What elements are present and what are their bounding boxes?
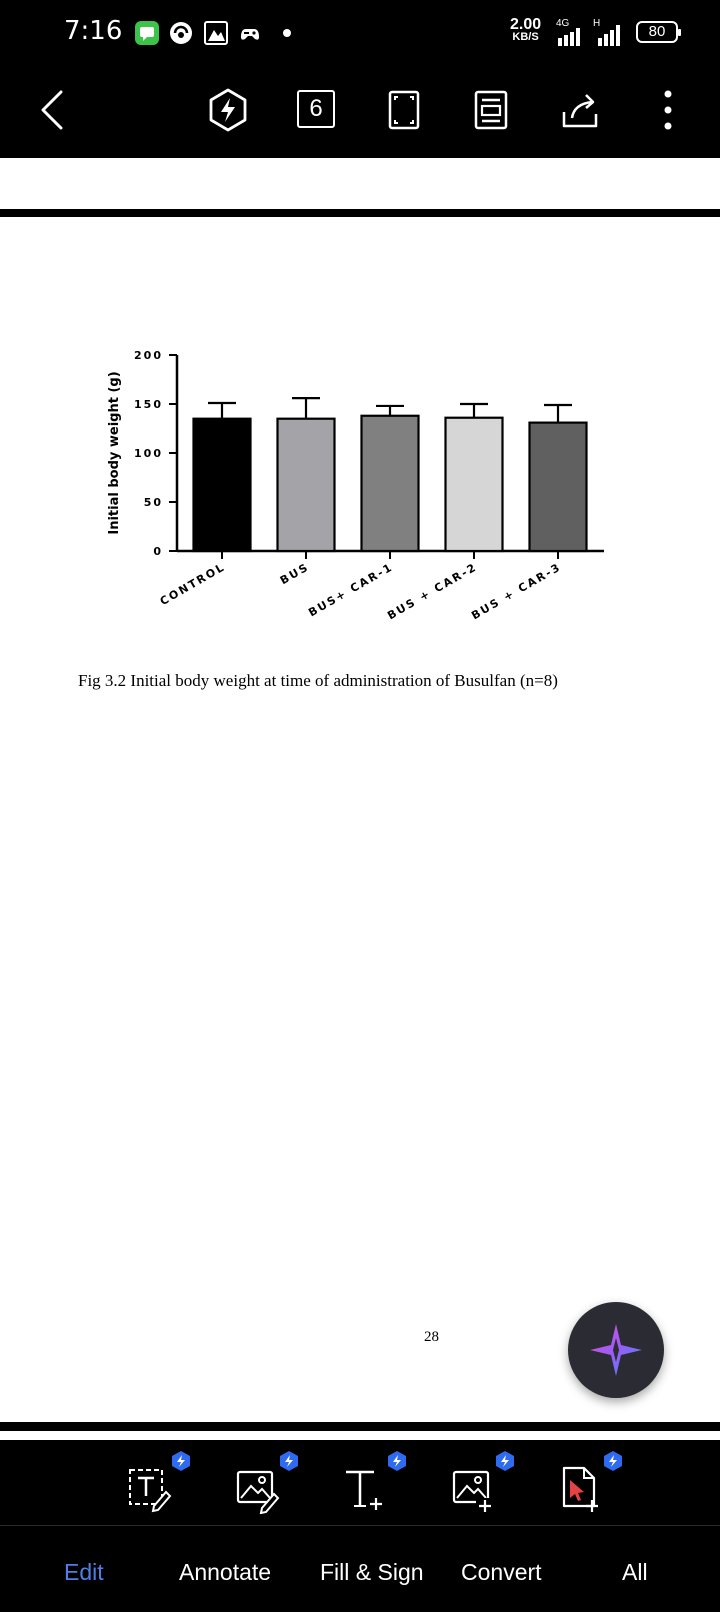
y-tick-label: 100 — [134, 447, 163, 460]
more-vertical-icon[interactable] — [644, 86, 692, 134]
bar — [192, 417, 252, 553]
back-chevron-icon[interactable] — [30, 86, 78, 134]
edit-image-icon — [236, 1470, 280, 1515]
ai-sparkle-icon — [590, 1324, 642, 1376]
ai-badge-icon — [388, 1451, 406, 1471]
ai-bolt-hexagon-icon[interactable] — [204, 86, 252, 134]
bar — [528, 421, 588, 553]
add-text-icon — [346, 1470, 382, 1510]
tab-all[interactable]: All — [622, 1559, 648, 1585]
pdf-page[interactable]: 0 50 100 150 200 Initial body weight (g) CONTR… — [0, 158, 720, 1440]
top-toolbar: 6 — [0, 66, 720, 158]
category-label: BUS+ CAR-1 — [306, 560, 395, 619]
category-label: CONTROL — [158, 560, 228, 608]
network-speed-value: 2.00 — [510, 16, 542, 33]
status-time: 7:16 — [64, 16, 123, 46]
bottom-tools-row — [0, 1440, 720, 1526]
figure-caption: Fig 3.2 Initial body weight at time of a… — [78, 671, 558, 690]
page-count-button[interactable]: 6 — [297, 90, 335, 128]
network-type: 4G — [556, 18, 570, 29]
page-number: 28 — [424, 1329, 439, 1345]
status-bar: 7:16 2.00 KB/S 4G H 80 — [0, 0, 720, 66]
tab-fill-sign[interactable]: Fill & Sign — [320, 1559, 424, 1585]
photo-app-icon — [204, 21, 228, 45]
bar — [444, 416, 504, 553]
add-text-tool[interactable] — [340, 1451, 406, 1514]
edit-text-tool[interactable] — [124, 1451, 190, 1514]
network-speed-unit: KB/S — [512, 31, 539, 43]
ai-badge-icon — [496, 1451, 514, 1471]
bottom-tab-bar: Edit Annotate Fill & Sign Convert All — [0, 1527, 720, 1612]
signal-sim1-icon — [558, 28, 580, 46]
vpn-icon — [170, 22, 192, 44]
bar — [276, 417, 336, 553]
y-tick-label: 200 — [134, 349, 163, 362]
edit-image-tool[interactable] — [232, 1451, 298, 1515]
battery-indicator: 80 — [636, 21, 681, 43]
sim2-network-label: H — [593, 18, 601, 29]
network-speed: 2.00 KB/S — [510, 16, 542, 44]
add-image-tool[interactable] — [448, 1451, 514, 1514]
game-icon — [241, 29, 259, 40]
category-label: BUS + CAR-2 — [385, 560, 479, 622]
more-dot-icon — [283, 29, 291, 37]
add-image-icon — [452, 1470, 494, 1514]
share-icon[interactable] — [556, 86, 604, 134]
y-tick-label: 0 — [153, 545, 163, 558]
y-tick-label: 150 — [134, 398, 163, 411]
y-tick-label: 50 — [144, 496, 163, 509]
category-label: BUS — [278, 560, 312, 587]
pdf-cursor-icon — [562, 1466, 598, 1512]
signal-sim2-icon — [598, 25, 620, 46]
tab-edit[interactable]: Edit — [64, 1559, 104, 1585]
ai-badge-icon — [172, 1451, 190, 1471]
page-separator — [0, 209, 720, 217]
tab-annotate[interactable]: Annotate — [179, 1559, 272, 1585]
bar-chart: 0 50 100 150 200 Initial body weight (g) CONTR… — [107, 349, 604, 622]
edit-text-icon — [129, 1469, 172, 1513]
reading-mode-icon[interactable] — [467, 86, 515, 134]
tab-convert[interactable]: Convert — [461, 1559, 542, 1585]
page-separator — [0, 1422, 720, 1431]
ai-badge-icon — [280, 1451, 298, 1471]
category-label: BUS + CAR-3 — [469, 560, 563, 622]
y-axis-label: Initial body weight (g) — [107, 371, 122, 534]
ai-badge-icon — [604, 1451, 622, 1471]
ai-assistant-button[interactable] — [568, 1302, 664, 1398]
pdf-tool[interactable] — [556, 1451, 622, 1514]
messages-icon — [135, 21, 159, 45]
fullscreen-icon[interactable] — [380, 86, 428, 134]
bar — [360, 414, 420, 553]
